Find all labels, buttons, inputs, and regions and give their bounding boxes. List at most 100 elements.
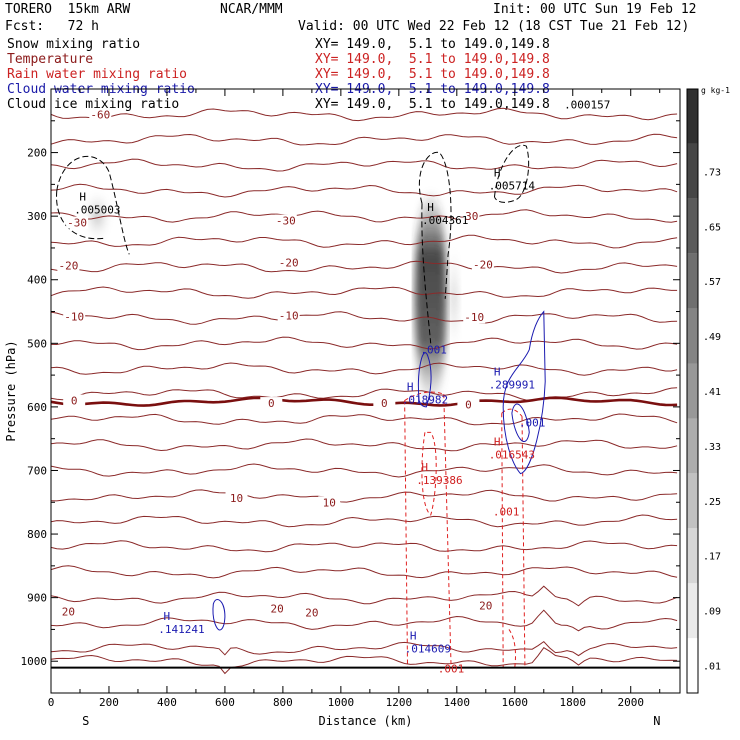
isotherm-460: [50, 311, 678, 325]
temp-label-bg: [266, 602, 289, 615]
temp-label-bg: [471, 258, 494, 271]
xsec-cloud-ice: XY= 149.0, 5.1 to 149.0,149.8: [315, 97, 550, 112]
extremum-high-marker: H: [410, 629, 417, 642]
temp-label-bg: [274, 214, 297, 227]
plot-frame: [50, 88, 681, 694]
isotherm-220: [50, 158, 678, 172]
legend-rain: Rain water mixing ratio: [7, 67, 188, 82]
temp-label-bg: [63, 394, 86, 407]
colorbar-segment-4: [687, 418, 698, 474]
colorbar-label-6: .49: [703, 332, 721, 343]
extremum-label-9: .014609: [405, 642, 451, 655]
temp-label-bg: [277, 309, 300, 322]
extremum-label-5: .018982: [402, 394, 448, 407]
temp-label-6: -20: [473, 258, 493, 271]
extremum-high-marker: H: [427, 201, 434, 214]
x-tick-label-1000: 1000: [328, 696, 355, 709]
extremum-label-13: .001: [438, 663, 465, 676]
snow-shading: [83, 188, 460, 407]
temp-label-bg: [66, 216, 89, 229]
colorbar-segment-2: [687, 528, 698, 584]
isotherm-500: [50, 336, 678, 351]
cloud-contour-right-outer: [502, 310, 546, 475]
isotherm-940: [50, 609, 678, 632]
temp-label-bg: [373, 397, 396, 410]
colorbar-segment-5: [687, 363, 698, 419]
colorbar-label-5: .41: [703, 387, 721, 398]
rain-contour-right-base: [508, 629, 517, 668]
xsec-rain: XY= 149.0, 5.1 to 149.0,149.8: [315, 67, 550, 82]
colorbar-segment-6: [687, 308, 698, 364]
colorbar-segment-3: [687, 473, 698, 529]
temp-label-bg: [63, 310, 86, 323]
x-tick-label-1400: 1400: [444, 696, 471, 709]
temp-label-bg: [225, 491, 248, 504]
temp-label-15: 10: [323, 496, 336, 509]
temp-label-16: 20: [62, 606, 75, 619]
temp-label-bg: [57, 605, 80, 618]
isotherm-580: [50, 387, 678, 401]
isotherm-740: [50, 489, 678, 503]
snow-patch-streak: [447, 238, 460, 359]
cloud-contour-lower-left: [212, 599, 226, 631]
x-tick-label-1600: 1600: [502, 696, 529, 709]
cloud-contour-main: [418, 352, 432, 408]
colorbar-label-1: .09: [703, 607, 721, 618]
colorbar-frame: [686, 88, 699, 694]
extremum-label-3: .000157: [564, 99, 610, 112]
isotherm-300: [50, 209, 678, 223]
x-tick-label-400: 400: [157, 696, 177, 709]
extremum-label-6: .289991: [489, 378, 535, 391]
xsec-snow: XY= 149.0, 5.1 to 149.0,149.8: [315, 37, 550, 52]
extremum-high-marker: H: [494, 166, 501, 179]
extremum-label-11: .139386: [416, 474, 462, 487]
colorbar-top-segment: [687, 89, 698, 144]
colorbar-segment-7: [687, 253, 698, 309]
extremum-label-12: .001: [493, 506, 520, 519]
legend-snow: Snow mixing ratio: [7, 37, 141, 52]
isotherm-620: [50, 413, 678, 426]
colorbar-segment-8: [687, 198, 698, 254]
colorbar-label-0: .01: [703, 662, 721, 673]
isotherm-700: [50, 463, 678, 478]
contour-labels: -60 -30 -30 -30 -20 -20 -20 -10 -10 -10 0 0 0 0 10 10 20…: [57, 99, 610, 676]
temp-label-0: -60: [90, 108, 110, 121]
x-tick-label-1200: 1200: [386, 696, 413, 709]
y-tick-label-800: 800: [27, 528, 47, 541]
extremum-high-marker: H: [494, 365, 501, 378]
colorbar-label-9: .73: [703, 167, 721, 178]
isotherm-860: [50, 565, 678, 579]
colorbar-label-3: .25: [703, 497, 721, 508]
temperature-isotherms: [50, 107, 678, 675]
valid-time: Valid: 00 UTC Wed 22 Feb 12 (18 CST Tue …: [298, 19, 690, 34]
temp-label-bg: [474, 599, 497, 612]
colorbar-segment-1: [687, 583, 698, 639]
extremum-label-1: .004361: [422, 214, 468, 227]
snow-contour-main: [418, 151, 452, 344]
isotherm-540: [50, 362, 678, 376]
temp-label-11: 0: [268, 397, 275, 410]
legend-cloud-ice: Cloud ice mixing ratio: [7, 97, 180, 112]
snow-contour-right: [493, 144, 530, 203]
temp-label-3: -30: [458, 210, 478, 223]
temp-label-bg: [57, 259, 80, 272]
y-tick-label-700: 700: [27, 464, 47, 477]
legend-temperature: Temperature: [7, 52, 94, 67]
model-title: TORERO 15km ARW: [5, 2, 131, 17]
isotherm-260: [50, 183, 678, 198]
temp-label-bg: [463, 311, 486, 324]
extremum-label-2: .005714: [489, 179, 536, 192]
forecast-hour: Fcst: 72 h: [5, 19, 99, 34]
extremum-label-4: .001: [420, 343, 447, 356]
colorbar-label-2: .17: [703, 552, 721, 563]
temp-label-9: -10: [464, 311, 484, 324]
isotherm-660: [50, 438, 678, 452]
temp-label-bg: [260, 397, 283, 410]
temp-label-bg: [457, 398, 480, 411]
temp-label-17: 20: [270, 602, 283, 615]
temp-label-10: 0: [71, 395, 78, 408]
colorbar-segment-9: [687, 143, 698, 199]
x-tick-label-600: 600: [215, 696, 235, 709]
y-tick-label-500: 500: [27, 337, 47, 350]
